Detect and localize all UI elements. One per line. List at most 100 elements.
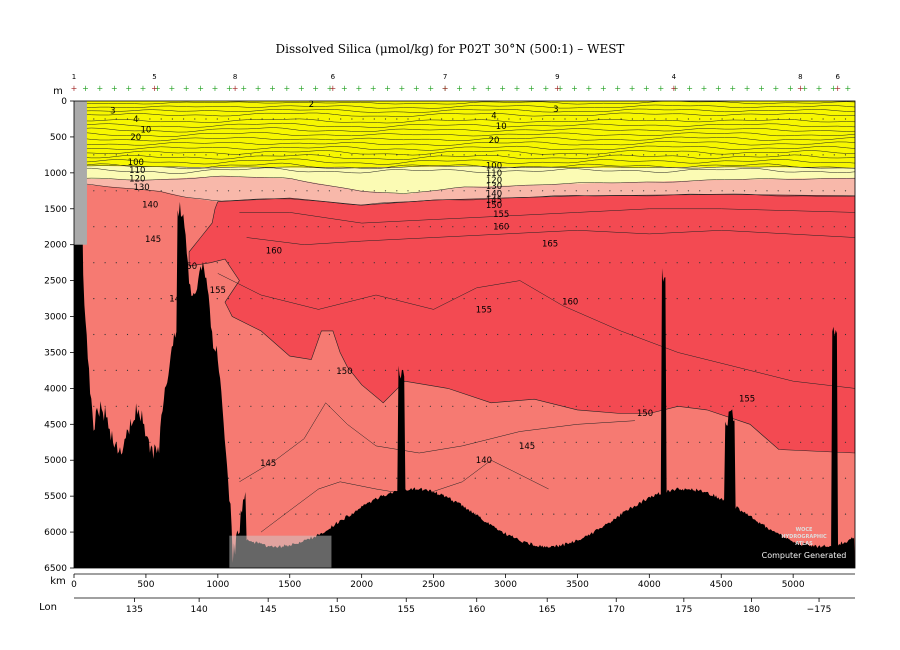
sample-dot xyxy=(844,441,847,443)
contour-line-150 xyxy=(188,194,855,454)
sample-dot xyxy=(530,226,533,228)
sample-dot xyxy=(833,118,835,120)
sample-dot xyxy=(227,226,230,228)
contour-line xyxy=(246,230,855,245)
sample-dot xyxy=(586,333,589,336)
sample-dot xyxy=(508,441,510,443)
station-number: 9 xyxy=(555,73,559,81)
sample-dot xyxy=(284,333,286,336)
sample-dot xyxy=(598,190,600,192)
sample-dot xyxy=(149,405,151,407)
sample-dot xyxy=(497,226,499,228)
distance-tick-label: 2500 xyxy=(422,580,445,590)
contour-label: 4 xyxy=(133,115,138,125)
sample-dot xyxy=(104,333,106,336)
sample-dot xyxy=(631,477,634,479)
sample-dot xyxy=(620,154,622,156)
sample-dot xyxy=(160,298,162,300)
sample-dot xyxy=(844,154,847,156)
sample-dot xyxy=(564,190,566,192)
sample-dot xyxy=(216,190,218,192)
sample-dot xyxy=(485,333,488,336)
sample-dot xyxy=(239,262,241,264)
station-tick: + xyxy=(514,84,521,93)
sample-dot xyxy=(485,190,488,192)
sample-dot xyxy=(844,226,847,228)
chart-title: Dissolved Silica (μmol/kg) for P02T 30°N… xyxy=(276,42,625,56)
sample-dot xyxy=(306,226,308,228)
depth-tick-label: 3000 xyxy=(44,313,67,323)
sample-dot xyxy=(542,298,544,300)
sample-dot xyxy=(474,298,476,300)
distance-axis-label: km xyxy=(50,576,66,587)
distance-tick-label: 4500 xyxy=(710,580,733,590)
station-markers: + + + + + + + + + + + + + + + + + + + + + + + + + + + + + + + + + + + + + + + +… xyxy=(71,73,852,93)
sample-dot xyxy=(396,477,398,479)
sample-dot xyxy=(373,369,375,371)
depth-tick-label: 5500 xyxy=(44,492,67,502)
sample-dot xyxy=(777,477,779,479)
sample-dot xyxy=(598,405,600,407)
station-tick: + xyxy=(197,84,204,93)
sample-dot xyxy=(284,262,286,264)
sample-dot xyxy=(272,262,274,264)
station-tick: + xyxy=(801,84,808,93)
sample-dot xyxy=(811,369,813,371)
sample-dot xyxy=(530,262,533,264)
station-tick: + xyxy=(183,84,190,93)
sample-dot xyxy=(418,262,420,264)
sample-dot xyxy=(452,333,454,336)
sample-dot xyxy=(340,405,342,407)
sample-dot xyxy=(542,154,544,156)
sample-dot xyxy=(429,154,431,156)
sample-dot xyxy=(710,226,712,228)
sample-dot xyxy=(418,190,420,192)
contour-line xyxy=(74,136,855,142)
sample-dot xyxy=(463,441,465,443)
station-tick: + xyxy=(830,84,837,93)
station-tick: + xyxy=(787,84,794,93)
contour-label: 20 xyxy=(489,136,500,146)
sample-dot xyxy=(429,190,431,192)
sample-dot xyxy=(564,298,566,300)
contour-label: 4 xyxy=(491,111,496,121)
contour-label: 165 xyxy=(542,239,558,249)
sample-dot xyxy=(261,405,263,407)
sample-dot xyxy=(822,477,824,479)
station-tick: + xyxy=(284,84,291,93)
sample-dot xyxy=(665,262,667,264)
sample-dot xyxy=(227,190,230,192)
band-100-130 xyxy=(74,165,855,195)
station-tick: + xyxy=(715,84,722,93)
sample-dot xyxy=(216,226,218,228)
station-cross: + xyxy=(442,84,449,93)
contour-label: 145 xyxy=(519,442,535,452)
station-tick: + xyxy=(614,84,621,93)
station-tick: + xyxy=(384,84,391,93)
sample-dot xyxy=(429,369,431,371)
sample-dot xyxy=(474,118,476,120)
contour-label: 120 xyxy=(129,175,145,185)
depth-tick-label: 1000 xyxy=(44,169,67,179)
watermark-line3: ATLAS xyxy=(795,541,813,547)
sample-dot xyxy=(418,226,420,228)
bathymetry xyxy=(74,101,855,568)
station-tick: + xyxy=(111,84,118,93)
sample-dot xyxy=(631,154,634,156)
sample-dot xyxy=(284,369,286,371)
sample-dot xyxy=(485,226,488,228)
sample-dot xyxy=(553,405,555,407)
station-number: 6 xyxy=(835,73,840,81)
depth-tick-label: 2000 xyxy=(44,241,67,251)
sample-dot xyxy=(452,298,454,300)
sample-dot xyxy=(833,262,835,264)
distance-tick-label: 4000 xyxy=(638,580,661,590)
sample-dot xyxy=(239,154,241,156)
sample-dot xyxy=(104,298,106,300)
contour-label: 2 xyxy=(309,100,314,110)
sample-dot xyxy=(384,441,387,443)
sample-dot xyxy=(407,154,409,156)
contour-label: 160 xyxy=(266,246,282,256)
sample-dot xyxy=(800,226,802,228)
